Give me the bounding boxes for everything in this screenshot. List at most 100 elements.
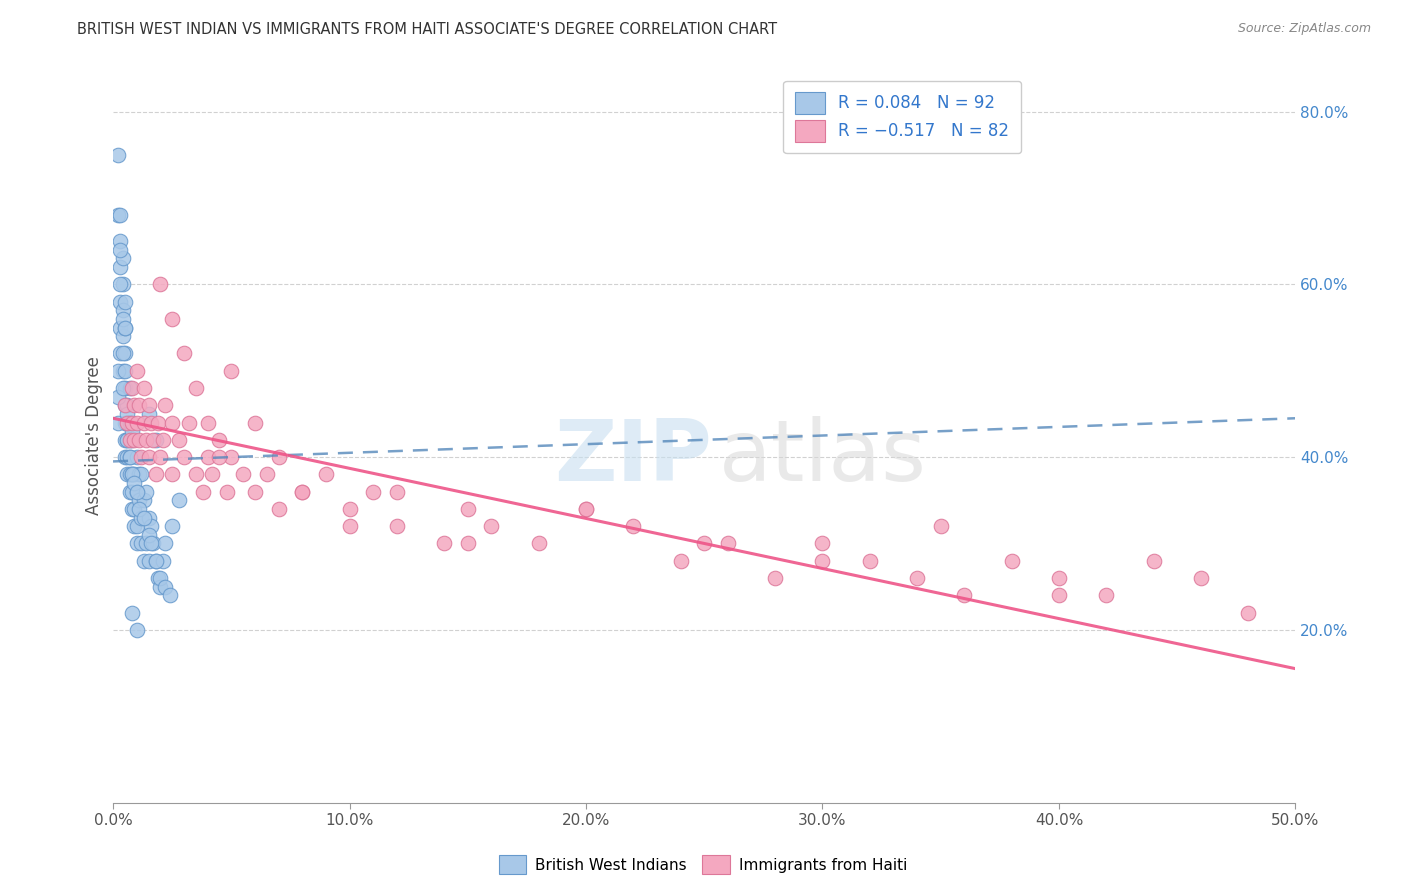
Point bbox=[125, 623, 148, 637]
Point bbox=[111, 381, 134, 395]
Text: Source: ZipAtlas.com: Source: ZipAtlas.com bbox=[1237, 22, 1371, 36]
Point bbox=[125, 416, 148, 430]
Point bbox=[763, 571, 786, 585]
Point bbox=[108, 277, 131, 292]
Point bbox=[135, 536, 157, 550]
Point bbox=[125, 484, 148, 499]
Point bbox=[267, 450, 290, 464]
Point bbox=[138, 510, 160, 524]
Point bbox=[125, 450, 148, 464]
Legend: R = 0.084   N = 92, R = −0.517   N = 82: R = 0.084 N = 92, R = −0.517 N = 82 bbox=[783, 80, 1021, 153]
Point bbox=[135, 484, 157, 499]
Point bbox=[139, 416, 162, 430]
Point bbox=[149, 571, 172, 585]
Point bbox=[1237, 606, 1260, 620]
Point bbox=[125, 519, 148, 533]
Point bbox=[107, 416, 129, 430]
Point bbox=[693, 536, 716, 550]
Point bbox=[138, 398, 160, 412]
Point bbox=[160, 467, 183, 482]
Point bbox=[138, 407, 160, 421]
Point bbox=[115, 467, 138, 482]
Point bbox=[146, 571, 169, 585]
Point bbox=[385, 519, 408, 533]
Point bbox=[108, 208, 131, 222]
Point bbox=[124, 475, 146, 490]
Point bbox=[118, 433, 141, 447]
Point bbox=[1001, 554, 1024, 568]
Point bbox=[221, 364, 243, 378]
Point bbox=[167, 433, 190, 447]
Point bbox=[121, 606, 143, 620]
Point bbox=[121, 484, 143, 499]
Point bbox=[160, 312, 183, 326]
Point bbox=[669, 554, 692, 568]
Point bbox=[114, 450, 136, 464]
Point bbox=[149, 450, 172, 464]
Point bbox=[243, 416, 266, 430]
Point bbox=[115, 433, 138, 447]
Point bbox=[118, 381, 141, 395]
Point bbox=[339, 519, 361, 533]
Point bbox=[107, 390, 129, 404]
Point bbox=[149, 277, 172, 292]
Point bbox=[115, 450, 138, 464]
Point bbox=[111, 252, 134, 266]
Legend: British West Indians, Immigrants from Haiti: British West Indians, Immigrants from Ha… bbox=[492, 849, 914, 880]
Point bbox=[153, 536, 176, 550]
Point bbox=[152, 554, 174, 568]
Point bbox=[128, 433, 150, 447]
Point bbox=[118, 484, 141, 499]
Point bbox=[132, 381, 155, 395]
Point bbox=[184, 381, 207, 395]
Point bbox=[114, 320, 136, 334]
Point bbox=[128, 467, 150, 482]
Point bbox=[146, 416, 169, 430]
Point bbox=[315, 467, 337, 482]
Point bbox=[114, 364, 136, 378]
Point bbox=[1047, 588, 1070, 602]
Point bbox=[717, 536, 740, 550]
Point bbox=[385, 484, 408, 499]
Point bbox=[118, 450, 141, 464]
Point bbox=[1142, 554, 1164, 568]
Point bbox=[173, 450, 195, 464]
Point bbox=[115, 416, 138, 430]
Point bbox=[1189, 571, 1212, 585]
Point bbox=[859, 554, 882, 568]
Point bbox=[191, 484, 214, 499]
Point bbox=[114, 433, 136, 447]
Point bbox=[108, 320, 131, 334]
Point bbox=[111, 346, 134, 360]
Point bbox=[929, 519, 952, 533]
Point bbox=[153, 398, 176, 412]
Point bbox=[121, 467, 143, 482]
Point bbox=[108, 260, 131, 274]
Point bbox=[953, 588, 976, 602]
Point bbox=[1047, 571, 1070, 585]
Point bbox=[291, 484, 314, 499]
Point bbox=[145, 554, 167, 568]
Point bbox=[291, 484, 314, 499]
Point bbox=[118, 433, 141, 447]
Point bbox=[575, 502, 598, 516]
Point bbox=[145, 467, 167, 482]
Point bbox=[184, 467, 207, 482]
Point bbox=[125, 484, 148, 499]
Point bbox=[128, 502, 150, 516]
Point bbox=[215, 484, 238, 499]
Point bbox=[145, 433, 167, 447]
Point bbox=[160, 519, 183, 533]
Point bbox=[152, 433, 174, 447]
Point bbox=[108, 294, 131, 309]
Point bbox=[177, 416, 200, 430]
Point bbox=[118, 467, 141, 482]
Point bbox=[124, 502, 146, 516]
Point bbox=[256, 467, 278, 482]
Point bbox=[114, 346, 136, 360]
Point bbox=[121, 467, 143, 482]
Point bbox=[1095, 588, 1118, 602]
Point bbox=[115, 407, 138, 421]
Point bbox=[132, 554, 155, 568]
Point bbox=[121, 502, 143, 516]
